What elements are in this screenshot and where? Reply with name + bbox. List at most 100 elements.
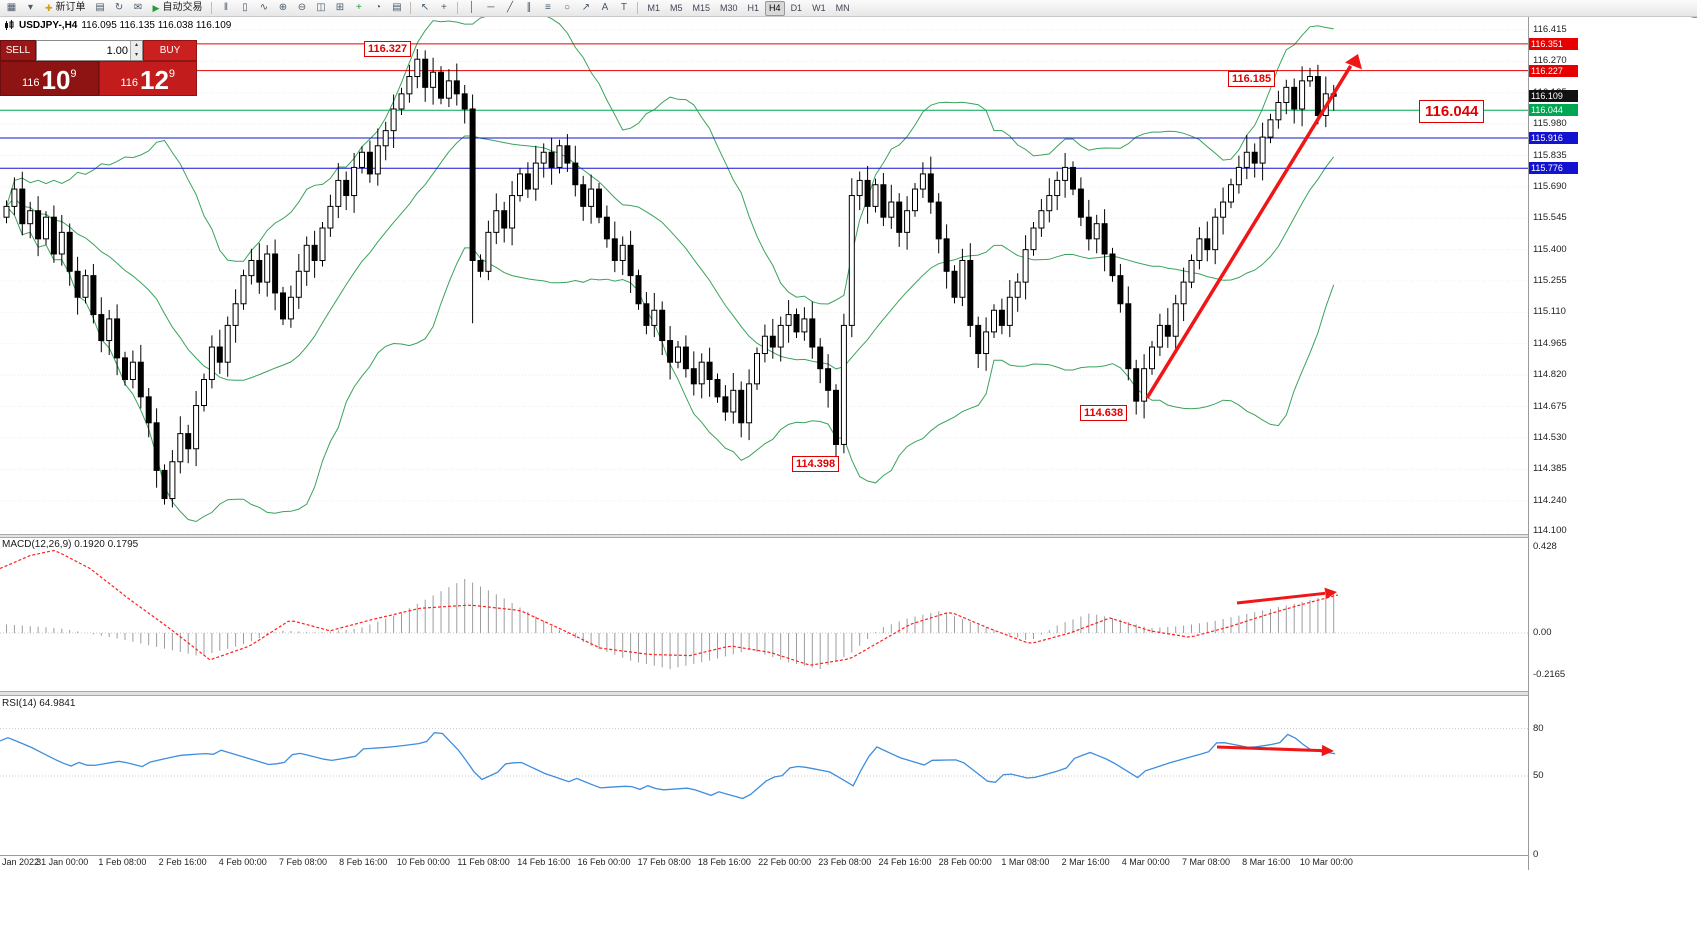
price-tick: 116.270: [1533, 55, 1567, 67]
timeframe-m30[interactable]: M30: [720, 3, 738, 13]
macd-scale-label: 0.00: [1533, 627, 1552, 638]
ohlc-values: 116.095 116.135 116.038 116.109: [81, 20, 232, 31]
auto-arrange-icon[interactable]: ⊞: [335, 2, 345, 13]
arrow-tool-icon[interactable]: ↗: [581, 2, 591, 13]
time-label: Jan 2022: [2, 857, 40, 867]
periods-icon[interactable]: ◔: [374, 2, 381, 13]
time-label: 11 Feb 08:00: [457, 857, 510, 867]
price-tick: 114.675: [1533, 400, 1567, 412]
price-label-box[interactable]: 116.327: [364, 41, 412, 57]
toolbar-separator: [637, 2, 639, 14]
price-tick: 115.545: [1533, 212, 1567, 224]
timeframe-m5[interactable]: M5: [669, 3, 683, 13]
tile-windows-icon[interactable]: ◫: [316, 2, 326, 13]
candlestick-icon: [5, 20, 14, 30]
horizontal-line-icon[interactable]: ─: [487, 2, 495, 13]
new-order-button-label: 新订单: [55, 2, 86, 13]
sell-price[interactable]: 116 10 9: [0, 61, 99, 96]
volume-input[interactable]: [37, 41, 130, 60]
time-label: 1 Feb 08:00: [98, 857, 147, 867]
line-chart-icon[interactable]: ∿: [259, 2, 269, 13]
timeframe-h4[interactable]: H4: [765, 0, 785, 16]
autotrading-button[interactable]: ▶ 自动交易: [149, 1, 207, 15]
price-scale-border: [1528, 17, 1529, 870]
toolbar-separator: [211, 2, 213, 14]
vertical-line-icon[interactable]: │: [468, 2, 476, 13]
trendline-icon[interactable]: ╱: [506, 2, 513, 13]
indicators-icon[interactable]: +: [356, 2, 362, 13]
refresh-icon[interactable]: ↻: [114, 2, 124, 13]
timeframe-d1[interactable]: D1: [790, 3, 803, 13]
main-chart[interactable]: [0, 17, 1528, 534]
price-tick: 115.835: [1533, 149, 1567, 161]
timeframe-mn[interactable]: MN: [835, 3, 850, 13]
main-toolbar: ▦ ▾ ✚ 新订单 ▤ ↻ ✉ ▶ 自动交易 ‖ ▯ ∿ ⊕ ⊖ ◫ ⊞ + ◔ ▤ ↖ + │ ─ ╱ ∥ ≡ ○ ↗ A T M1 M5 M…: [0, 0, 1697, 17]
shapes-icon[interactable]: ○: [563, 2, 570, 13]
timeframe-m1[interactable]: M1: [647, 3, 660, 13]
autotrading-play-icon: ▶: [152, 3, 160, 13]
rsi-pane[interactable]: [0, 696, 1528, 855]
label-icon[interactable]: T: [620, 2, 628, 13]
macd-pane[interactable]: [0, 538, 1528, 691]
zoom-out-icon[interactable]: ⊖: [297, 2, 307, 13]
time-label: 10 Mar 00:00: [1299, 857, 1353, 867]
toolbar-separator: [457, 2, 459, 14]
volume-down-button[interactable]: ▾: [131, 50, 142, 60]
price-label-box[interactable]: 114.398: [792, 456, 840, 472]
buy-button[interactable]: BUY: [143, 40, 197, 61]
charts-icon[interactable]: ▤: [95, 2, 105, 13]
rsi-scale-label: 50: [1533, 770, 1544, 781]
price-label-box[interactable]: 116.044: [1419, 100, 1485, 123]
sell-button[interactable]: SELL: [0, 40, 36, 61]
crosshair-icon[interactable]: +: [441, 2, 447, 13]
new-order-button[interactable]: ✚ 新订单: [41, 1, 90, 15]
channel-icon[interactable]: ∥: [526, 2, 532, 13]
time-label: 2 Mar 16:00: [1061, 857, 1110, 867]
fibonacci-icon[interactable]: ≡: [545, 2, 551, 13]
pane-separator[interactable]: [0, 534, 1528, 538]
mail-icon[interactable]: ✉: [133, 2, 143, 13]
price-line-badge: 116.351: [1529, 37, 1578, 50]
price-tick: 115.400: [1533, 243, 1567, 255]
time-label: 8 Mar 16:00: [1242, 857, 1291, 867]
bar-chart-icon[interactable]: ‖: [223, 2, 229, 13]
price-tick: 115.980: [1533, 118, 1567, 130]
time-label: 28 Feb 00:00: [938, 857, 992, 867]
price-line-badge: 116.227: [1529, 64, 1578, 77]
time-label: 7 Mar 08:00: [1181, 857, 1231, 867]
time-label: 7 Feb 08:00: [278, 857, 328, 867]
sell-price-big: 10: [41, 65, 71, 95]
sell-price-sup: 9: [70, 68, 77, 80]
cursor-icon[interactable]: ↖: [420, 2, 430, 13]
time-label: 24 Feb 16:00: [878, 857, 932, 867]
buy-price-big: 12: [140, 65, 169, 95]
new-chart-icon[interactable]: ▦: [6, 2, 17, 13]
rsi-indicator-label: RSI(14) 64.9841: [2, 698, 76, 709]
chart-dropdown-icon[interactable]: ▾: [27, 2, 34, 13]
zoom-in-icon[interactable]: ⊕: [278, 2, 288, 13]
timeframe-m15[interactable]: M15: [692, 3, 711, 13]
timeframe-h1[interactable]: H1: [747, 3, 760, 13]
price-tick: 115.690: [1533, 180, 1567, 192]
time-label: 17 Feb 08:00: [637, 857, 691, 867]
price-label-box[interactable]: 116.185: [1228, 71, 1276, 87]
pane-separator[interactable]: [0, 691, 1528, 696]
volume-up-button[interactable]: ▴: [131, 41, 142, 51]
time-axis-border: [0, 855, 1528, 856]
candlestick-chart-icon[interactable]: ▯: [242, 2, 248, 13]
time-label: 4 Feb 00:00: [218, 857, 267, 867]
current-bid-badge: 116.109: [1529, 90, 1578, 103]
text-icon[interactable]: A: [601, 2, 609, 13]
timeframe-w1[interactable]: W1: [812, 3, 826, 13]
price-label-box[interactable]: 114.638: [1080, 405, 1128, 421]
price-tick: 114.820: [1533, 369, 1567, 381]
new-order-icon: ✚: [45, 3, 53, 13]
price-line-badge: 116.044: [1529, 104, 1578, 117]
time-label: 8 Feb 16:00: [339, 857, 388, 867]
toolbar-separator: [410, 2, 412, 14]
buy-price[interactable]: 116 12 9: [98, 61, 197, 96]
time-label: 23 Feb 08:00: [818, 857, 872, 867]
templates-icon[interactable]: ▤: [392, 2, 402, 13]
